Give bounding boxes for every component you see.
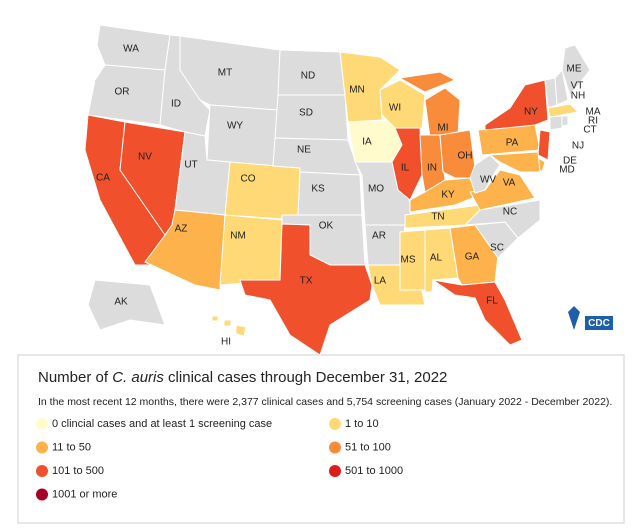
state-label: MA bbox=[586, 107, 601, 118]
state-label: OR bbox=[115, 87, 130, 98]
state-label: IN bbox=[427, 163, 437, 174]
legend-swatch bbox=[36, 488, 48, 501]
state-label: TN bbox=[431, 212, 444, 223]
state-label: HI bbox=[221, 337, 231, 348]
state-label: KS bbox=[311, 184, 325, 195]
state-label: MS bbox=[401, 255, 416, 266]
legend-swatch bbox=[329, 465, 341, 477]
state-label: GA bbox=[465, 252, 480, 263]
state-label: DE bbox=[563, 156, 577, 167]
state-label: AL bbox=[430, 253, 443, 264]
state-label: NM bbox=[230, 231, 246, 242]
legend-swatch bbox=[329, 441, 341, 454]
state-label: OH bbox=[458, 151, 473, 162]
state bbox=[432, 279, 523, 346]
state bbox=[469, 154, 501, 194]
state-label: OK bbox=[319, 221, 334, 232]
state-labels: WA OR CA NV ID MT WY UT CO AZ NM ND SD NE KS OK TX MN IA MO… bbox=[96, 44, 601, 348]
legend-subtitle: In the most recent 12 months, there were… bbox=[38, 396, 612, 408]
legend-label: 1 to 10 bbox=[345, 418, 379, 430]
logo-text: CDC bbox=[588, 318, 610, 329]
state bbox=[224, 161, 301, 221]
legend-label: 11 to 50 bbox=[52, 441, 91, 453]
state bbox=[297, 171, 363, 216]
state-label: NJ bbox=[572, 141, 584, 152]
state-label: ME bbox=[567, 64, 582, 75]
state-label: WI bbox=[389, 103, 401, 114]
state bbox=[206, 104, 279, 167]
state bbox=[219, 214, 283, 286]
state-label: CO bbox=[241, 174, 256, 185]
state-label: NC bbox=[503, 207, 517, 218]
state-label: AZ bbox=[175, 224, 188, 235]
legend-label: 0 clincial cases and at least 1 screenin… bbox=[52, 418, 272, 430]
cdc-logo: CDC bbox=[568, 306, 613, 330]
state bbox=[399, 229, 426, 291]
state bbox=[484, 79, 549, 131]
legend-swatch bbox=[36, 418, 48, 430]
state-label: LA bbox=[374, 276, 387, 287]
states bbox=[84, 24, 591, 356]
title-part: C. auris bbox=[112, 369, 164, 386]
state-label: NE bbox=[297, 145, 311, 156]
state-label: UT bbox=[184, 160, 197, 171]
state-label: VT bbox=[571, 81, 584, 92]
state-label: NV bbox=[138, 152, 152, 163]
legend-swatch bbox=[36, 441, 48, 454]
legend-label: 501 to 1000 bbox=[345, 465, 403, 477]
state bbox=[549, 115, 563, 131]
state bbox=[554, 68, 569, 106]
state-label: MO bbox=[368, 184, 384, 195]
state-label: WY bbox=[227, 121, 243, 132]
state-label: MD bbox=[559, 165, 575, 176]
state bbox=[561, 44, 591, 97]
state-label: NY bbox=[524, 107, 538, 118]
legend-swatch bbox=[36, 465, 48, 477]
state bbox=[398, 71, 461, 139]
state-label: MI bbox=[437, 123, 448, 134]
state-label: NH bbox=[571, 91, 585, 102]
state-label: SD bbox=[299, 108, 313, 119]
state-label: CA bbox=[96, 173, 110, 184]
title-part: Number of bbox=[38, 369, 112, 386]
state-label: WA bbox=[123, 44, 139, 55]
state bbox=[547, 103, 580, 118]
legend-box bbox=[17, 354, 625, 524]
legend-title: Number of C. auris clinical cases throug… bbox=[38, 369, 447, 386]
state-label: TX bbox=[300, 276, 313, 287]
legend-label: 51 to 100 bbox=[345, 441, 391, 453]
state-label: MN bbox=[349, 85, 365, 96]
state bbox=[537, 129, 551, 161]
legend-swatch bbox=[329, 418, 341, 430]
state-label: IA bbox=[362, 137, 372, 148]
state-label: WV bbox=[480, 175, 496, 186]
state bbox=[87, 64, 166, 126]
state-label: RI bbox=[588, 116, 598, 127]
state-label: PA bbox=[506, 138, 519, 149]
state bbox=[87, 279, 166, 331]
legend-label: 101 to 500 bbox=[52, 465, 104, 477]
state bbox=[488, 151, 541, 173]
state-label: FL bbox=[486, 296, 498, 307]
state bbox=[379, 79, 426, 129]
state bbox=[561, 115, 569, 127]
state-label: ID bbox=[171, 99, 181, 110]
state-label: VA bbox=[503, 178, 516, 189]
state-label: AR bbox=[372, 231, 386, 242]
legend-label: 1001 or more bbox=[52, 488, 117, 500]
state-label: CT bbox=[583, 125, 596, 136]
state bbox=[211, 315, 247, 337]
state-label: AK bbox=[114, 297, 128, 308]
state-label: SC bbox=[490, 243, 504, 254]
state bbox=[239, 223, 373, 356]
title-part: clinical cases through December 31, 2022 bbox=[164, 369, 448, 386]
state-label: IL bbox=[401, 163, 410, 174]
state-label: MT bbox=[218, 68, 232, 79]
state-label: ND bbox=[301, 71, 315, 82]
state-label: KY bbox=[441, 190, 455, 201]
